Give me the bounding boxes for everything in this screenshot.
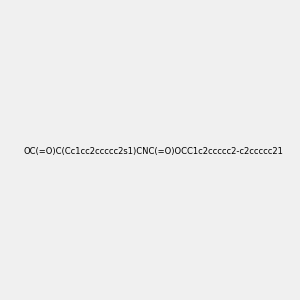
Text: OC(=O)C(Cc1cc2ccccc2s1)CNC(=O)OCC1c2ccccc2-c2ccccc21: OC(=O)C(Cc1cc2ccccc2s1)CNC(=O)OCC1c2cccc… (24, 147, 284, 156)
